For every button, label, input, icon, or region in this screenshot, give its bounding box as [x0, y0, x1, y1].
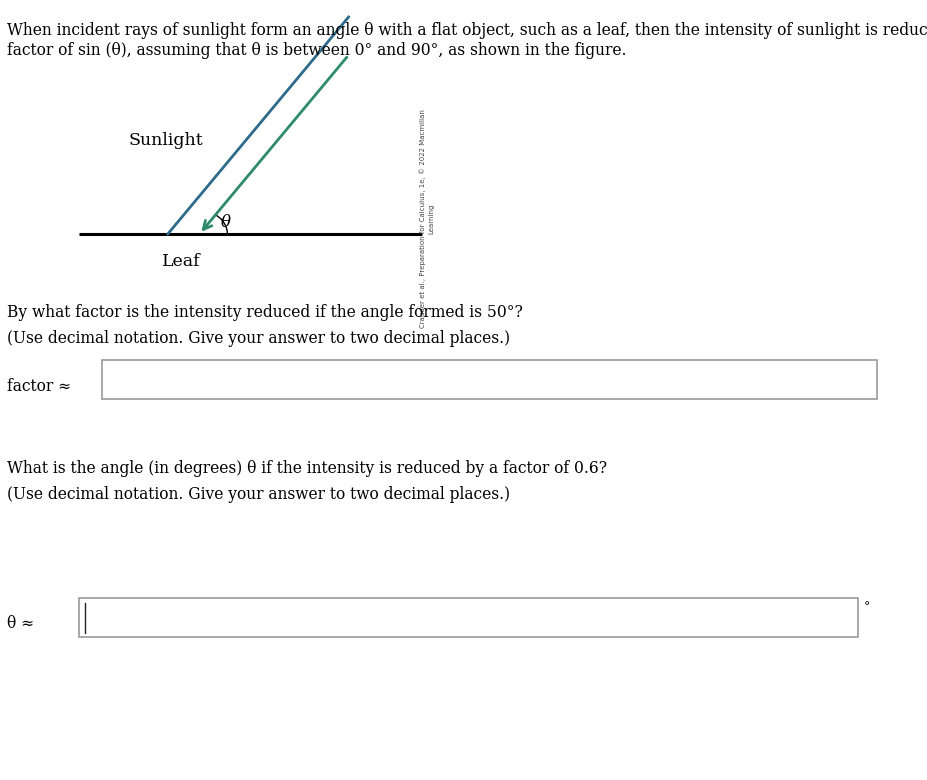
- Text: θ ≈: θ ≈: [7, 615, 34, 633]
- Text: When incident rays of sunlight form an angle θ with a flat object, such as a lea: When incident rays of sunlight form an a…: [7, 22, 927, 39]
- FancyBboxPatch shape: [79, 598, 857, 637]
- Text: factor ≈: factor ≈: [7, 378, 71, 395]
- Text: Sunlight: Sunlight: [128, 132, 202, 149]
- Text: (Use decimal notation. Give your answer to two decimal places.): (Use decimal notation. Give your answer …: [7, 486, 510, 503]
- Text: Crauder et al., Preparation for Calculus, 1e, © 2022 Macmillan
Learning: Crauder et al., Preparation for Calculus…: [419, 109, 434, 328]
- Text: factor of sin (θ), assuming that θ is between 0° and 90°, as shown in the figure: factor of sin (θ), assuming that θ is be…: [7, 42, 627, 59]
- Text: °: °: [863, 601, 870, 615]
- Text: What is the angle (in degrees) θ if the intensity is reduced by a factor of 0.6?: What is the angle (in degrees) θ if the …: [7, 460, 607, 477]
- Text: Leaf: Leaf: [161, 253, 200, 270]
- FancyBboxPatch shape: [102, 360, 876, 399]
- Text: By what factor is the intensity reduced if the angle formed is 50°?: By what factor is the intensity reduced …: [7, 304, 523, 321]
- Text: θ: θ: [221, 214, 231, 231]
- Text: (Use decimal notation. Give your answer to two decimal places.): (Use decimal notation. Give your answer …: [7, 330, 510, 347]
